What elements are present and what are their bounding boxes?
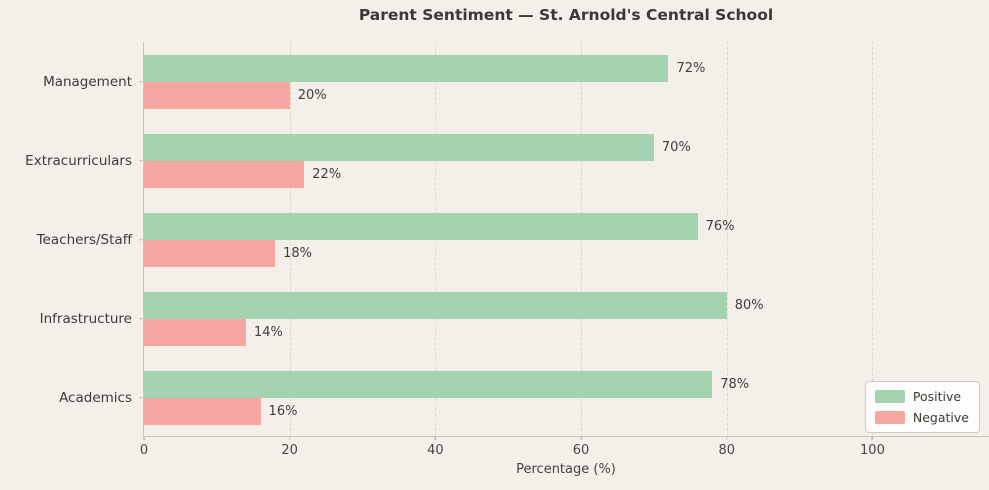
y-tick-mark	[139, 396, 144, 399]
positive-bar	[144, 54, 669, 82]
x-tick-label: 60	[572, 443, 590, 458]
bar-line-positive: 72%	[144, 54, 989, 82]
negative-bar	[144, 160, 305, 188]
bar-value-label: 22%	[312, 166, 342, 182]
x-tick-label: 20	[281, 443, 298, 458]
legend-label: Positive	[912, 389, 962, 404]
legend-label: Negative	[912, 410, 969, 425]
negative-swatch-icon	[874, 411, 905, 424]
bar-line-negative: 18%	[144, 239, 989, 267]
x-tick-label: 80	[718, 443, 736, 458]
bar-line-positive: 78%	[144, 370, 989, 398]
positive-bar	[144, 291, 727, 319]
bar-line-negative: 16%	[144, 397, 989, 425]
plot-area: Management 72% 20% Extracurriculars 70% 22% Te…	[25, 42, 989, 458]
y-tick-label: Teachers/Staff	[36, 231, 132, 248]
x-tick-mark	[434, 436, 437, 440]
x-tick-label: 100	[860, 443, 885, 458]
bar-value-label: 18%	[283, 245, 313, 261]
x-tick-mark	[726, 436, 728, 440]
positive-bar	[144, 370, 713, 398]
bar-group-academics: 78% 16%	[144, 358, 989, 437]
y-tick-label: Academics	[59, 389, 132, 406]
negative-bar	[144, 81, 290, 109]
y-tick-label: Infrastructure	[39, 310, 132, 327]
positive-bar	[144, 212, 698, 240]
y-tick-mark	[139, 317, 144, 320]
x-tick-mark	[143, 436, 145, 440]
y-tick-mark	[139, 238, 144, 241]
gridline-x80	[726, 42, 728, 436]
bar-group-management: 72% 20%	[144, 42, 989, 121]
negative-bar	[144, 239, 276, 267]
positive-swatch-icon	[874, 390, 905, 403]
bar-value-label: 20%	[297, 87, 327, 103]
bar-value-label: 70%	[661, 139, 691, 155]
legend-entry-positive: Positive	[874, 389, 969, 404]
bar-group-teachers-staff: 76% 18%	[144, 200, 989, 279]
legend-entry-negative: Negative	[874, 410, 969, 425]
bar-line-negative: 22%	[144, 160, 989, 188]
gridline-x100	[872, 42, 874, 436]
x-tick-mark	[288, 436, 291, 440]
y-tick-label: Management	[43, 73, 132, 90]
bar-line-positive: 70%	[144, 133, 989, 161]
x-tick-mark	[580, 436, 582, 440]
negative-bar	[144, 318, 246, 346]
positive-bar	[144, 133, 654, 161]
x-tick-mark	[871, 436, 874, 440]
bar-line-negative: 20%	[144, 81, 989, 109]
bar-value-label: 80%	[734, 297, 764, 313]
negative-bar	[144, 397, 261, 425]
bar-value-label: 72%	[676, 60, 706, 76]
x-axis-label: Percentage (%)	[516, 462, 616, 477]
bar-line-positive: 80%	[144, 291, 989, 319]
chart-title: Parent Sentiment — St. Arnold's Central …	[358, 6, 774, 24]
bar-value-label: 16%	[268, 403, 298, 419]
bar-group-infrastructure: 80% 14%	[144, 279, 989, 358]
bar-line-positive: 76%	[144, 212, 989, 240]
y-tick-mark	[139, 80, 144, 83]
bar-value-label: 76%	[705, 218, 735, 234]
x-tick-label: 0	[139, 443, 149, 458]
bar-value-label: 78%	[720, 376, 750, 392]
bar-line-negative: 14%	[144, 318, 989, 346]
y-tick-mark	[139, 159, 144, 162]
bar-group-extracurriculars: 70% 22%	[144, 121, 989, 200]
x-tick-label: 40	[427, 443, 444, 458]
y-tick-label: Extracurriculars	[25, 152, 132, 169]
legend: Positive Negative	[864, 381, 980, 433]
bar-value-label: 14%	[253, 324, 283, 340]
